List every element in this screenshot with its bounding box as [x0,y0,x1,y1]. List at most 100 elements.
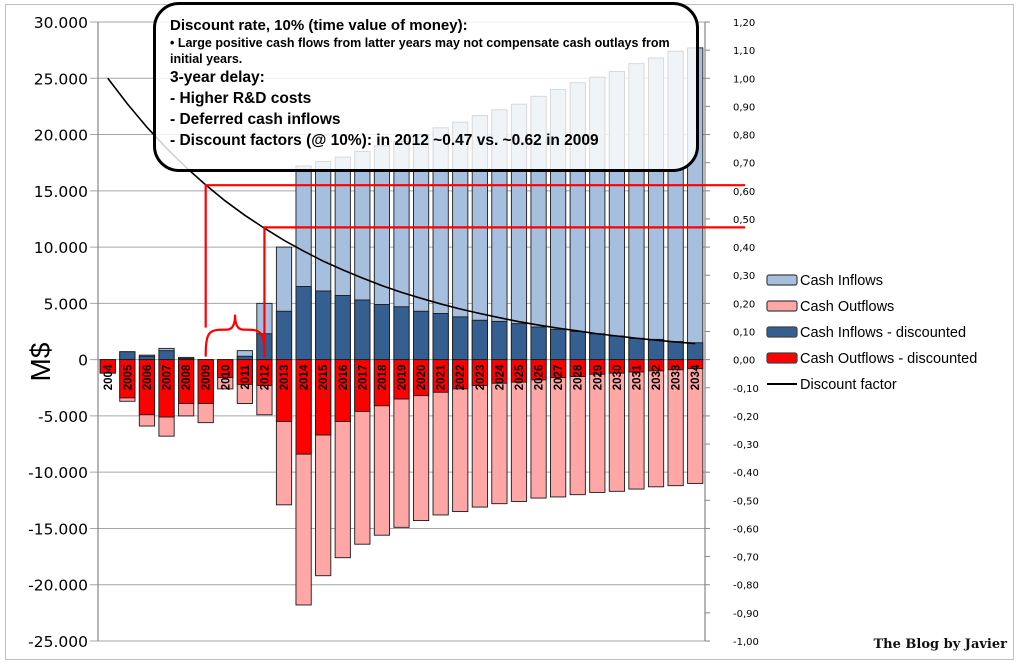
right-tick-label: -0,10 [733,384,759,395]
bar-cash-outflows-discounted [412,359,430,397]
bar-cash-outflows-discounted [99,359,116,374]
left-tick-label: -20.000 [28,577,88,595]
year-label: 2021 [436,364,448,390]
bar-cash-inflows-discounted [393,306,410,361]
bar-cash-outflows-discounted [667,359,684,371]
bar-cash-inflows-discounted [608,335,625,361]
year-label: 2031 [631,364,643,390]
axes: 30.000 25.000 20.000 15.000 10.000 5.000 0 -5.0… [28,14,759,651]
bar-cash-inflows-discounted [569,331,586,361]
legend-label: Cash Outflows - discounted [800,351,977,367]
year-label: 2011 [240,364,252,390]
bar-cash-inflows-discounted [589,333,606,361]
bar-cash-inflows-discounted [158,350,175,361]
right-tick-label: 1,00 [733,74,755,85]
bar-cash-outflows-discounted [608,359,625,374]
bar-cash-inflows-discounted [334,295,351,361]
delay-brace [204,314,266,357]
bar-cash-outflows-discounted [334,359,351,422]
year-label: 2033 [671,365,683,391]
bar-cash-outflows-discounted [491,359,508,384]
right-tick-label: 0,60 [733,187,755,198]
bar-cash-inflows-discounted [687,342,704,361]
reference-line-2009 [204,184,745,328]
bar-cash-outflows-discounted [197,359,214,404]
bar-cash-outflows-discounted [138,359,156,416]
bar-cash-outflows-discounted [295,359,312,455]
bar-cash-outflows-discounted [569,359,586,377]
bar-cash-outflows-discounted [236,359,253,385]
year-label: 2016 [338,365,350,391]
bar-cash-inflows-discounted [550,328,567,361]
bar-cash-inflows-discounted [667,341,684,361]
year-label: 2020 [416,365,428,391]
right-tick-label: -0,40 [733,468,759,479]
right-tick-label: -0,50 [733,496,759,507]
year-label: 2032 [651,365,663,391]
note-item: - Deferred cash inflows [170,111,341,128]
note-bullet: • Large positive cash flows from latter … [170,36,670,66]
year-label: 2029 [592,365,604,391]
bar-cash-outflows-discounted [510,359,528,383]
year-label: 2012 [259,365,271,391]
right-tick-label: 0,90 [733,102,755,113]
right-tick-label: 1,10 [733,46,755,57]
year-label: 2034 [690,364,702,390]
year-label: 2015 [318,364,330,390]
legend-label: Cash Inflows - discounted [800,325,966,341]
bar-cash-outflows-discounted [373,359,391,407]
right-tick-label: -0,20 [733,412,759,423]
left-tick-label: 15.000 [34,183,88,201]
year-label: 2022 [455,365,467,391]
bar-cash-inflows-discounted [510,323,528,361]
watermark: The Blog by Javier [873,637,1008,652]
bar-cash-inflows-discounted [119,351,136,361]
left-tick-label: 20.000 [34,127,88,145]
left-tick-label: -5.000 [38,408,88,426]
bar-cash-inflows-discounted [295,286,312,361]
bar-cash-outflows-discounted [119,359,136,399]
left-tick-label: 0 [78,352,88,370]
right-tick-label: -0,70 [733,553,759,564]
bar-cash-outflows-discounted [550,359,567,379]
bar-cash-inflows-discounted [354,299,371,361]
note-item: - Discount factors (@ 10%): in 2012 ~0.4… [170,132,599,149]
bar-cash-inflows-discounted [275,310,293,361]
right-tick-label: 0,30 [733,271,755,282]
right-tick-label: -0,60 [733,524,759,535]
bar-cash-inflows-discounted [628,337,645,361]
bar-cash-inflows-discounted [452,316,469,361]
note-delay-heading: 3-year delay: [170,69,265,86]
right-tick-label: 0,80 [733,131,755,142]
bar-cash-outflows-discounted [647,359,665,372]
bar-cash-outflows-discounted [393,359,410,400]
year-label: 2013 [279,365,291,391]
bar-cash-outflows-discounted [687,359,704,370]
bar-cash-outflows-discounted [217,359,234,379]
legend-swatch [766,274,798,286]
note-heading: Discount rate, 10% (time value of money)… [170,17,468,34]
bar-cash-inflows-discounted [432,313,449,361]
year-label: 2028 [573,364,585,390]
left-tick-label: -15.000 [28,520,88,538]
left-tick-label: 5.000 [44,295,88,313]
bar-cash-outflows-discounted [452,359,469,390]
year-label: 2004 [103,364,115,390]
legend-label: Cash Outflows [800,299,894,315]
year-label: 2019 [397,365,409,391]
year-label: 2025 [514,364,526,390]
right-tick-label: 0,40 [733,243,755,254]
right-tick-label: -0,30 [733,440,759,451]
annotation-box: Discount rate, 10% (time value of money)… [153,2,699,172]
left-tick-label: 25.000 [34,70,88,88]
right-tick-label: -0,90 [733,609,759,620]
right-tick-label: 0,00 [733,356,755,367]
bar-cash-inflows-discounted [647,338,665,361]
legend-swatch [766,300,798,312]
bar-cash-inflows-discounted [491,320,508,361]
year-label: 2006 [142,365,154,391]
year-label: 2026 [534,365,546,391]
bar-cash-outflows-discounted [530,359,547,381]
bar-cash-inflows-discounted [236,355,253,361]
